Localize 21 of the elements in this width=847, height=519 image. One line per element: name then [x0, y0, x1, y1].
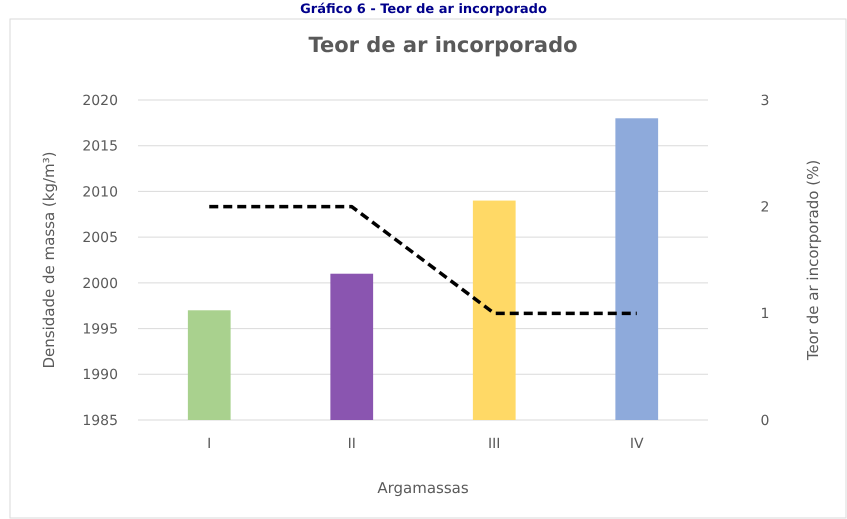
y2-tick-label: 0: [760, 412, 770, 429]
y-tick-label: 1985: [82, 412, 118, 429]
y-tick-label: 1995: [82, 321, 118, 338]
y-tick-label: 2010: [82, 184, 118, 200]
text: Gráfico 6 - Teor de ar incorporado: [300, 2, 547, 17]
y-tick-label: 1990: [82, 367, 118, 384]
y-axis-title: Densidade de massa (kg/m³): [40, 151, 58, 369]
y-tick-label: 2015: [82, 138, 118, 155]
x-tick-label: III: [488, 436, 500, 452]
y-tick-label: 2020: [82, 92, 118, 109]
x-tick-label: II: [348, 436, 356, 452]
y2-axis-title: Teor de ar incorporado (%): [804, 160, 822, 362]
x-axis-title: Argamassas: [377, 479, 469, 497]
y2-tick-label: 2: [760, 200, 770, 216]
x-tick-label: IV: [630, 436, 644, 452]
y2-tick-label: 3: [760, 92, 770, 109]
y2-tick-label: 1: [760, 306, 770, 322]
chart-title: Teor de ar incorporado: [308, 33, 578, 57]
x-tick-label: I: [207, 436, 212, 452]
y-tick-label: 2000: [82, 276, 118, 292]
y-tick-label: 2005: [82, 230, 118, 246]
